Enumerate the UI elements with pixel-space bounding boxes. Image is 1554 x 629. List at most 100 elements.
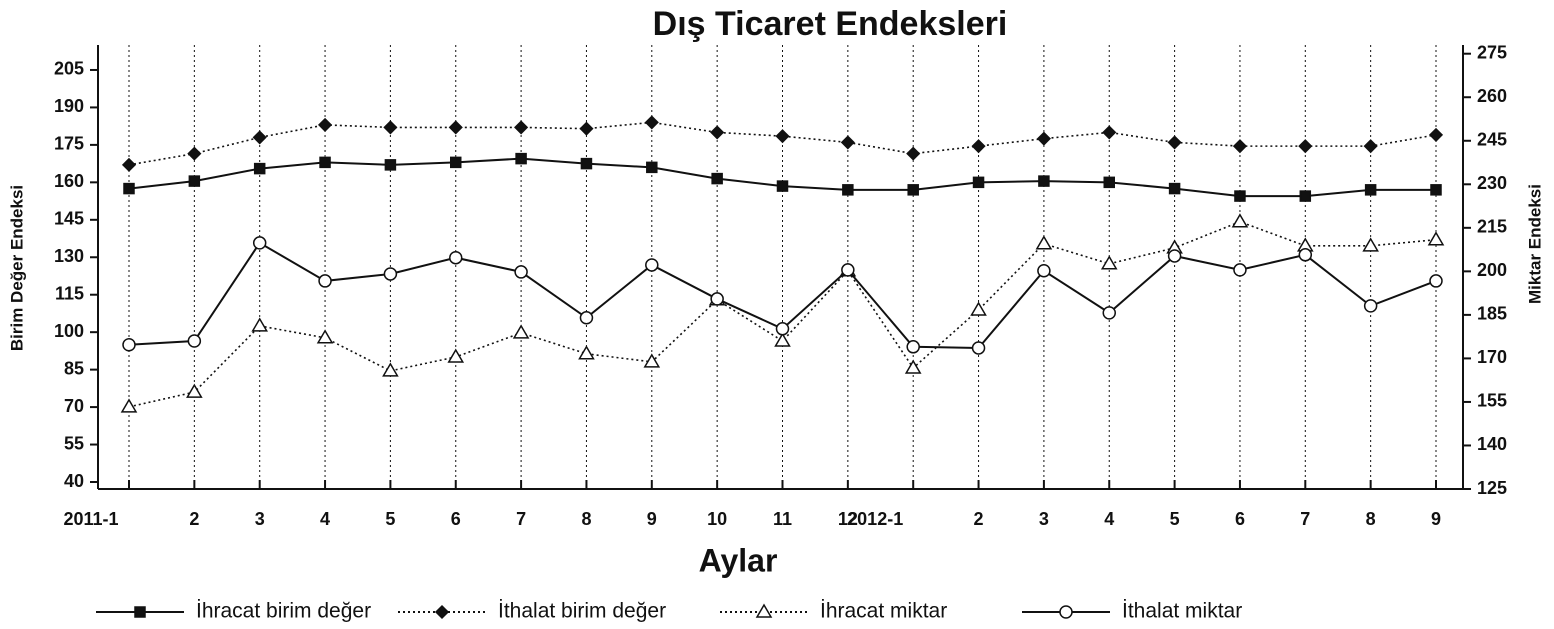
marker <box>774 332 791 347</box>
x-tick-label: 11 <box>773 509 792 529</box>
marker <box>775 322 790 336</box>
marker <box>580 157 593 170</box>
y-tick-label: 70 <box>64 396 84 416</box>
y2-tick-label: 170 <box>1477 347 1507 367</box>
legend-marker <box>755 603 773 618</box>
marker <box>1428 127 1444 142</box>
y-tick-label: 100 <box>54 321 84 341</box>
marker <box>1102 306 1116 320</box>
marker <box>1038 175 1050 187</box>
marker <box>514 120 529 135</box>
marker <box>382 362 399 377</box>
marker <box>972 176 985 189</box>
marker <box>121 157 137 172</box>
marker <box>644 115 659 130</box>
y2-tick-label: 260 <box>1477 86 1507 106</box>
y2-tick-label: 185 <box>1477 304 1507 324</box>
marker <box>1298 139 1313 154</box>
marker <box>1037 264 1051 278</box>
marker <box>841 263 855 277</box>
x-tick-label: 3 <box>255 509 265 529</box>
marker <box>384 159 397 171</box>
marker <box>971 341 986 355</box>
y-tick-label: 55 <box>64 433 84 453</box>
x-tick-label: 3 <box>1039 509 1049 529</box>
marker <box>1103 176 1115 189</box>
x-tick-label: 12 <box>838 509 858 529</box>
marker <box>450 156 462 169</box>
marker <box>1364 184 1377 196</box>
marker <box>1298 248 1313 262</box>
y-tick-label: 40 <box>64 471 84 491</box>
marker <box>578 345 595 360</box>
marker <box>643 353 661 368</box>
x-tick-label: 6 <box>451 509 461 529</box>
marker <box>512 324 530 339</box>
marker <box>710 292 724 306</box>
marker <box>383 267 398 281</box>
legend-label: İhracat birim değer <box>196 600 371 623</box>
y-tick-label: 160 <box>54 171 84 191</box>
y2-tick-label: 230 <box>1477 173 1507 193</box>
legend-marker <box>134 606 146 618</box>
y-tick-label: 115 <box>55 283 84 303</box>
marker <box>1363 299 1378 313</box>
marker <box>120 398 138 413</box>
series-line <box>128 121 1437 166</box>
marker <box>1429 274 1443 288</box>
marker <box>188 175 201 187</box>
x-tick-label: 5 <box>385 509 395 529</box>
marker <box>776 180 789 192</box>
legend-label: İthalat miktar <box>1122 600 1242 623</box>
marker <box>906 340 920 354</box>
marker <box>317 117 333 132</box>
y2-tick-label: 140 <box>1477 434 1507 454</box>
marker <box>383 120 398 135</box>
marker <box>252 130 267 145</box>
marker <box>579 311 594 325</box>
marker <box>319 156 331 169</box>
y2-tick-label: 245 <box>1477 130 1507 150</box>
marker <box>1167 249 1182 263</box>
marker <box>1036 131 1051 146</box>
y-tick-label: 85 <box>64 358 84 378</box>
marker <box>1232 139 1248 154</box>
marker <box>775 129 790 144</box>
marker <box>514 265 528 279</box>
x-tick-label: 2011-1 <box>63 509 118 529</box>
marker <box>1167 135 1182 150</box>
marker <box>1168 182 1181 195</box>
x-tick-label: 9 <box>647 509 657 529</box>
legend-marker <box>1059 605 1073 619</box>
x-tick-label: 7 <box>1300 509 1310 529</box>
marker <box>840 135 855 150</box>
marker <box>1427 231 1445 246</box>
marker <box>970 301 987 316</box>
y2-tick-label: 155 <box>1477 391 1507 411</box>
y-tick-label: 175 <box>54 134 84 154</box>
marker <box>122 338 136 352</box>
marker <box>1100 255 1118 270</box>
x-tick-label: 7 <box>516 509 526 529</box>
y2-tick-label: 275 <box>1477 42 1507 62</box>
marker <box>579 121 594 136</box>
marker <box>316 329 334 344</box>
marker <box>187 334 202 348</box>
x-axis-label: Aylar <box>699 542 778 578</box>
y-axis-label: Birim Değer Endeksi <box>7 185 26 351</box>
x-tick-label: 8 <box>581 509 591 529</box>
marker <box>186 383 203 398</box>
marker <box>907 184 919 196</box>
legend-marker <box>434 604 450 620</box>
marker <box>904 359 922 374</box>
marker <box>318 274 332 288</box>
marker <box>1430 184 1442 196</box>
x-tick-label: 6 <box>1235 509 1245 529</box>
marker <box>187 146 202 161</box>
x-tick-label: 5 <box>1170 509 1180 529</box>
legend-label: İthalat birim değer <box>498 600 666 623</box>
marker <box>1102 125 1117 140</box>
marker <box>842 184 854 196</box>
y-tick-label: 205 <box>54 59 84 79</box>
marker <box>1035 235 1053 250</box>
